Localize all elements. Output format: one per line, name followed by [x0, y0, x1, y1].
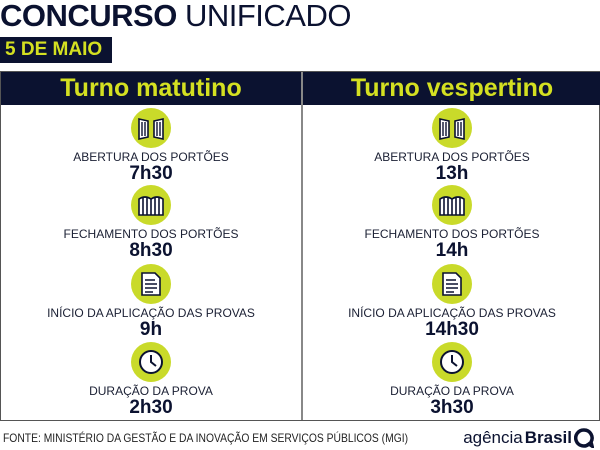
- item-time: 2h30: [129, 397, 173, 418]
- source-note: FONTE: MINISTÉRIO DA GESTÃO E DA INOVAÇÃ…: [3, 431, 409, 445]
- item-label: INÍCIO DA APLICAÇÃO DAS PROVAS: [348, 306, 556, 320]
- logo-bold: Brasil: [524, 428, 572, 447]
- schedule-item: INÍCIO DA APLICAÇÃO DAS PROVAS 9h: [1, 264, 301, 340]
- date-badge: 5 DE MAIO: [0, 37, 112, 63]
- agencia-brasil-logo: agência Brasil: [463, 428, 594, 448]
- item-label: FECHAMENTO DOS PORTÕES: [364, 227, 540, 241]
- gate-closed-icon: [131, 185, 171, 225]
- item-time: 14h: [435, 240, 469, 261]
- item-label: DURAÇÃO DA PROVA: [89, 384, 213, 398]
- item-label: INÍCIO DA APLICAÇÃO DAS PROVAS: [47, 306, 255, 320]
- item-time: 8h30: [129, 240, 173, 261]
- schedule-table: Turno matutino ABERTURA DOS PORTÕES 7h30 FE…: [0, 71, 600, 421]
- shift-column: Turno matutino ABERTURA DOS PORTÕES 7h30 FE…: [1, 72, 301, 420]
- gate-closed-icon: [432, 185, 472, 225]
- exam-sheet-icon: [131, 264, 171, 304]
- item-time: 14h30: [425, 319, 479, 340]
- schedule-item: FECHAMENTO DOS PORTÕES 14h: [303, 185, 600, 261]
- exam-sheet-icon: [432, 264, 472, 304]
- schedule-item: ABERTURA DOS PORTÕES 13h: [303, 108, 600, 184]
- item-time: 13h: [435, 163, 469, 184]
- item-label: DURAÇÃO DA PROVA: [390, 384, 514, 398]
- schedule-item: DURAÇÃO DA PROVA 3h30: [303, 342, 600, 418]
- page-title: CONCURSO UNIFICADO: [0, 0, 351, 34]
- title-bold: CONCURSO: [0, 0, 177, 33]
- shift-header: Turno matutino: [1, 72, 301, 105]
- schedule-item: INÍCIO DA APLICAÇÃO DAS PROVAS 14h30: [303, 264, 600, 340]
- item-label: ABERTURA DOS PORTÕES: [374, 150, 530, 164]
- gate-open-icon: [131, 108, 171, 148]
- clock-icon: [131, 342, 171, 382]
- logo-pin-icon: [574, 428, 594, 448]
- title-light: UNIFICADO: [184, 0, 352, 33]
- item-time: 9h: [139, 319, 163, 340]
- shift-column: Turno vespertino ABERTURA DOS PORTÕES 13h F…: [301, 72, 600, 420]
- schedule-item: DURAÇÃO DA PROVA 2h30: [1, 342, 301, 418]
- schedule-item: FECHAMENTO DOS PORTÕES 8h30: [1, 185, 301, 261]
- logo-light: agência: [463, 428, 523, 447]
- item-time: 7h30: [129, 163, 173, 184]
- gate-open-icon: [432, 108, 472, 148]
- item-label: FECHAMENTO DOS PORTÕES: [63, 227, 239, 241]
- schedule-item: ABERTURA DOS PORTÕES 7h30: [1, 108, 301, 184]
- shift-header: Turno vespertino: [303, 72, 600, 105]
- item-label: ABERTURA DOS PORTÕES: [73, 150, 229, 164]
- clock-icon: [432, 342, 472, 382]
- item-time: 3h30: [430, 397, 474, 418]
